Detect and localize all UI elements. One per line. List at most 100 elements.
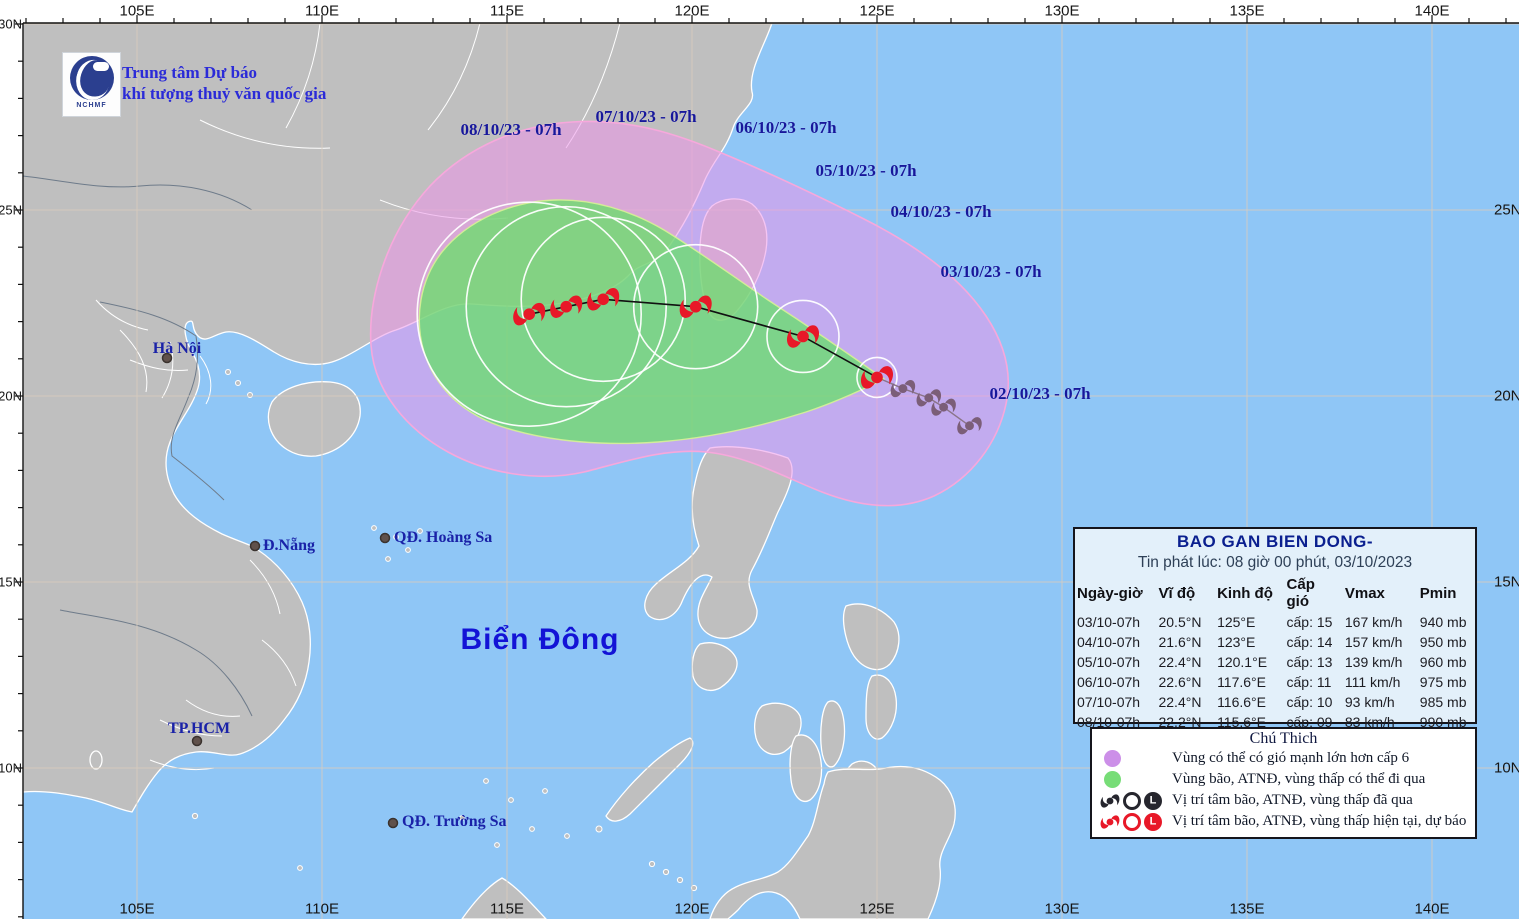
agency-title: Trung tâm Dự báo khí tượng thuỷ văn quốc…	[122, 62, 326, 104]
forecast-date-label: 07/10/23 - 07h	[595, 107, 697, 126]
table-col-header: Ngày-giờ	[1077, 584, 1143, 602]
table-col-header: Kinh độ	[1217, 584, 1273, 602]
table-row: 06/10-07h 22.6°N 117.6°E cấp: 11 111 km/h 975…	[1075, 672, 1475, 692]
legend-item: Vùng bão, ATNĐ, vùng thấp có thể đi qua	[1092, 769, 1475, 790]
table-row: 03/10-07h 20.5°N 125°E cấp: 15 167 km/h 940 m…	[1075, 612, 1475, 632]
city-dot	[161, 352, 173, 364]
forecast-date-label: 03/10/23 - 07h	[940, 262, 1042, 281]
typhoon-mark-icon	[1100, 814, 1120, 829]
lat-label-right: 25N	[1494, 201, 1519, 219]
table-col-header: Vĩ độ	[1158, 584, 1196, 602]
lat-label-left: 30N	[0, 16, 22, 32]
table-cell: 93 km/h	[1344, 694, 1395, 710]
lon-label-top: 120E	[674, 2, 710, 20]
legend-item: Vùng có thể có gió mạnh lớn hơn cấp 6	[1092, 748, 1475, 769]
issued-time: Tin phát lúc: 08 giờ 00 phút, 03/10/2023	[1137, 554, 1413, 571]
landmass-mindanao	[709, 765, 956, 919]
forecast-date-label: 05/10/23 - 07h	[815, 161, 917, 180]
legend-title: Chú Thich	[1249, 730, 1318, 747]
agency-line2: khí tượng thuỷ văn quốc gia	[122, 84, 327, 103]
logo-disc-icon	[69, 56, 114, 100]
lat-label-right: 10N	[1494, 759, 1519, 777]
table-cell: cấp: 14	[1286, 634, 1333, 650]
landmass-leyte	[865, 674, 898, 740]
forecast-date-label: 06/10/23 - 07h	[735, 118, 837, 137]
table-cell: 123°E	[1217, 634, 1256, 650]
table-cell: 04/10-07h	[1077, 634, 1141, 650]
table-cell: cấp: 10	[1286, 694, 1333, 710]
city-dot	[191, 735, 203, 747]
city-label: Đ.Nẵng	[263, 537, 316, 554]
table-row: 08/10-07h 22.2°N 115.6°E cấp: 09 83 km/h 990 …	[1075, 712, 1475, 732]
logo-acronym: NCHMF	[76, 102, 107, 109]
city-label: TP.HCM	[167, 720, 231, 737]
lat-label-left: 25N	[0, 202, 22, 218]
table-row: 07/10-07h 22.4°N 116.6°E cấp: 10 93 km/h 985 …	[1075, 692, 1475, 712]
city-label: QĐ. Trường Sa	[402, 813, 507, 830]
lon-label-bottom: 135E	[1229, 900, 1265, 918]
table-cell: 20.5°N	[1158, 614, 1202, 630]
storm-name-title: BAO GAN BIEN DONG-	[1177, 532, 1373, 551]
legend-symbols: L	[1100, 812, 1172, 832]
table-col-header: Cấp gió	[1286, 576, 1315, 610]
landmass-samar	[842, 603, 900, 671]
table-cell: 116.6°E	[1217, 694, 1266, 710]
table-cell: 157 km/h	[1344, 634, 1403, 650]
lat-label-right: 15N	[1494, 573, 1519, 591]
table-cell: 03/10-07h	[1077, 614, 1141, 630]
lon-label-top: 130E	[1044, 2, 1080, 20]
axis-ticks	[15, 15, 1507, 918]
table-cell: 06/10-07h	[1077, 674, 1141, 690]
legend-item-label: Vùng có thể có gió mạnh lớn hơn cấp 6	[1172, 750, 1410, 766]
legend-item-label: Vùng bão, ATNĐ, vùng thấp có thể đi qua	[1172, 771, 1426, 787]
lon-label-top: 125E	[859, 2, 895, 20]
lon-label-top: 135E	[1229, 2, 1265, 20]
lon-label-bottom: 125E	[859, 900, 895, 918]
landmass-cebu	[820, 700, 846, 768]
low-pressure-icon: L	[1144, 791, 1162, 810]
storm-info-panel: BAO GAN BIEN DONG- Tin phát lúc: 08 giờ …	[1073, 527, 1477, 730]
table-cell: 940 mb	[1419, 614, 1467, 630]
city-dots	[161, 352, 399, 829]
table-row: 05/10-07h 22.4°N 120.1°E cấp: 13 139 km/h 960…	[1075, 652, 1475, 672]
lon-label-bottom: 120E	[674, 900, 710, 918]
forecast-table: Ngày-giờ Vĩ độ Kinh độ Cấp gió Vmax Pmin 03/1…	[1075, 576, 1475, 732]
lon-label-bottom: 140E	[1414, 900, 1450, 918]
lon-label-top: 115E	[490, 2, 524, 20]
lon-label-bottom: 105E	[119, 900, 155, 918]
lon-label-bottom: 130E	[1044, 900, 1080, 918]
wind-zone-swatch-icon	[1104, 750, 1121, 767]
table-cell: 975 mb	[1419, 674, 1467, 690]
table-cell: 115.6°E	[1217, 714, 1266, 730]
table-cell: 111 km/h	[1344, 674, 1401, 690]
track-zone-swatch-icon	[1104, 771, 1121, 788]
table-cell: 05/10-07h	[1077, 654, 1141, 670]
table-cell: cấp: 15	[1286, 614, 1333, 630]
table-cell: 125°E	[1217, 614, 1256, 630]
city-dot	[379, 532, 391, 544]
open-circle-icon	[1123, 791, 1141, 810]
table-cell: 167 km/h	[1344, 614, 1403, 630]
low-pressure-icon: L	[1144, 812, 1162, 831]
table-cell: 117.6°E	[1217, 674, 1266, 690]
legend-symbols	[1100, 750, 1172, 767]
province-borders	[95, 22, 621, 771]
uncertainty-circles	[416, 201, 898, 427]
landmass-panay	[754, 702, 802, 755]
table-cell: 07/10-07h	[1077, 694, 1141, 710]
legend-symbols: L	[1100, 791, 1172, 811]
table-col-header: Vmax	[1344, 584, 1385, 602]
table-cell: cấp: 13	[1286, 654, 1333, 670]
lon-label-top: 110E	[305, 2, 339, 20]
table-cell: 21.6°N	[1158, 634, 1202, 650]
forecast-date-label: 08/10/23 - 07h	[460, 120, 562, 139]
landmass-luzon	[644, 446, 793, 639]
city-label: QĐ. Hoàng Sa	[394, 529, 493, 546]
nchmf-logo: NCHMF	[62, 52, 121, 117]
open-circle-icon	[1123, 812, 1141, 831]
lat-label-left: 10N	[0, 760, 22, 776]
table-cell: 950 mb	[1419, 634, 1467, 650]
country-borders	[22, 175, 253, 717]
